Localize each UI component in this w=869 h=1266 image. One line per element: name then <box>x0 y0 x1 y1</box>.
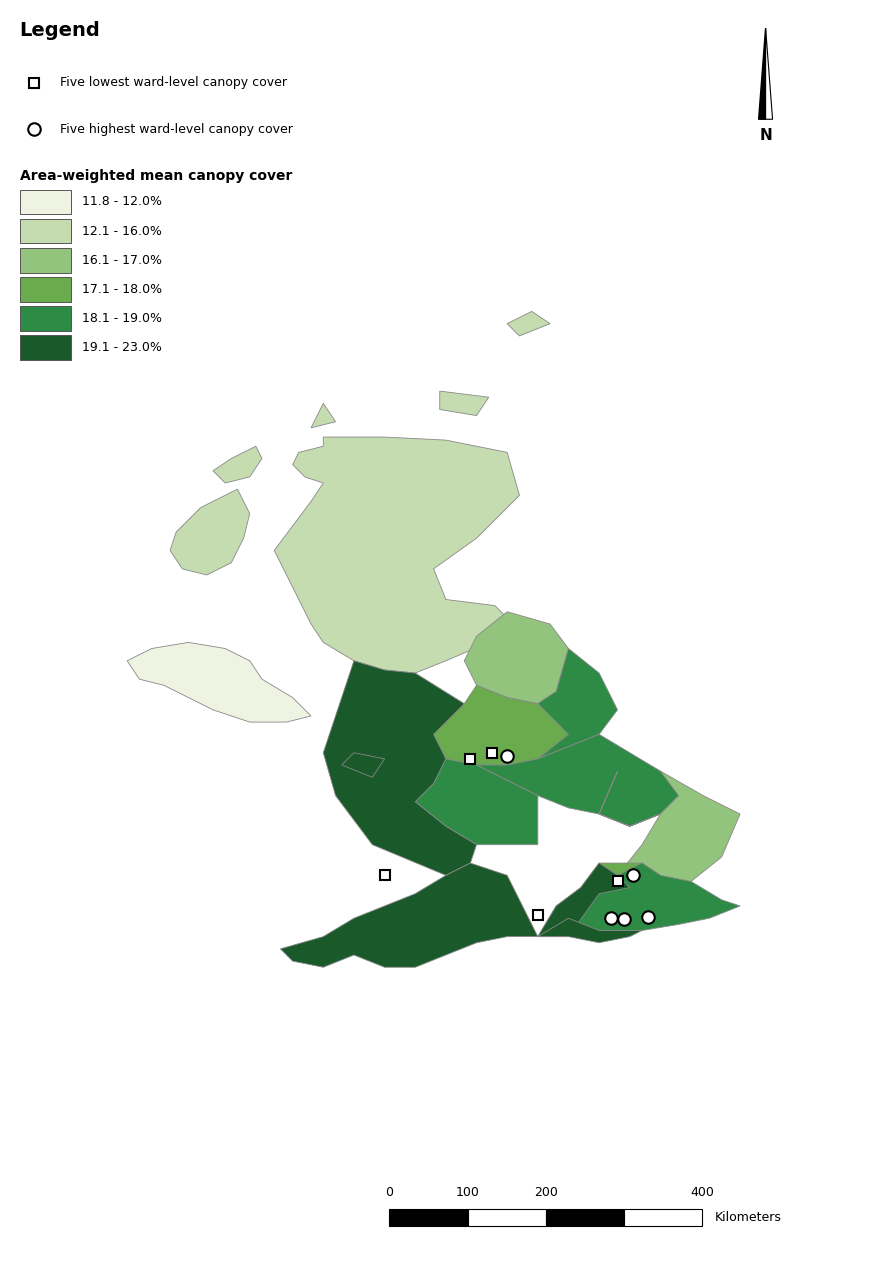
Text: Legend: Legend <box>20 22 100 41</box>
Text: 19.1 - 23.0%: 19.1 - 23.0% <box>82 341 162 354</box>
Bar <box>20 248 70 272</box>
Polygon shape <box>433 685 567 765</box>
Polygon shape <box>476 734 678 827</box>
Bar <box>20 306 70 330</box>
Text: Kilometers: Kilometers <box>714 1210 781 1224</box>
Bar <box>20 190 70 214</box>
Polygon shape <box>599 771 740 894</box>
Polygon shape <box>342 753 384 777</box>
Text: 0: 0 <box>385 1186 393 1199</box>
Text: 16.1 - 17.0%: 16.1 - 17.0% <box>82 253 162 267</box>
Text: 11.8 - 12.0%: 11.8 - 12.0% <box>82 195 162 209</box>
Text: 200: 200 <box>534 1186 557 1199</box>
Polygon shape <box>758 28 765 119</box>
Polygon shape <box>274 437 519 674</box>
Polygon shape <box>311 404 335 428</box>
Polygon shape <box>280 863 629 967</box>
Polygon shape <box>323 661 476 875</box>
Text: Five highest ward-level canopy cover: Five highest ward-level canopy cover <box>60 123 292 135</box>
Polygon shape <box>213 446 262 484</box>
Bar <box>20 335 70 360</box>
Bar <box>20 277 70 301</box>
Polygon shape <box>464 611 567 704</box>
Polygon shape <box>507 311 549 335</box>
Polygon shape <box>765 28 772 119</box>
Text: Area-weighted mean canopy cover: Area-weighted mean canopy cover <box>20 168 292 182</box>
Bar <box>20 219 70 243</box>
Text: 17.1 - 18.0%: 17.1 - 18.0% <box>82 282 162 296</box>
Bar <box>545 1209 623 1225</box>
Polygon shape <box>127 642 311 722</box>
Text: 100: 100 <box>455 1186 479 1199</box>
Polygon shape <box>537 648 617 758</box>
Text: N: N <box>759 128 771 143</box>
Polygon shape <box>169 489 249 575</box>
Polygon shape <box>439 391 488 415</box>
Polygon shape <box>599 863 660 887</box>
Bar <box>389 1209 468 1225</box>
Bar <box>468 1209 545 1225</box>
Polygon shape <box>415 758 537 844</box>
Text: 18.1 - 19.0%: 18.1 - 19.0% <box>82 311 162 325</box>
Bar <box>623 1209 701 1225</box>
Text: Five lowest ward-level canopy cover: Five lowest ward-level canopy cover <box>60 76 287 89</box>
Polygon shape <box>537 918 641 943</box>
Polygon shape <box>537 863 740 937</box>
Text: 400: 400 <box>689 1186 713 1199</box>
Text: 12.1 - 16.0%: 12.1 - 16.0% <box>82 224 162 238</box>
